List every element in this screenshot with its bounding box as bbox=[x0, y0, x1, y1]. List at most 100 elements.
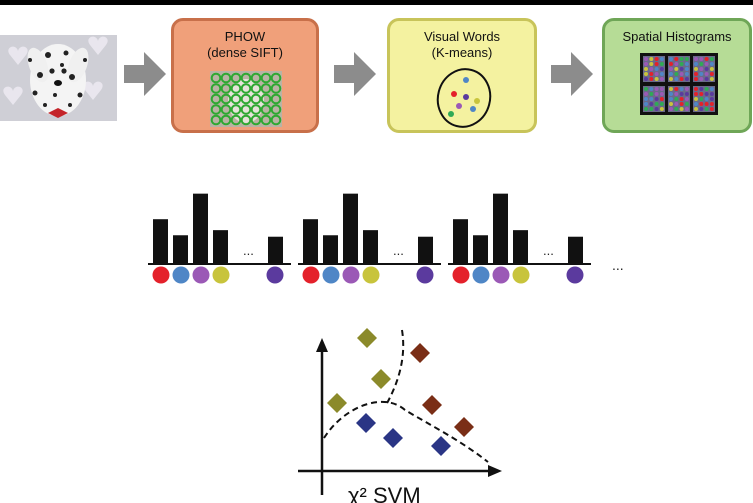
sift-descriptor bbox=[230, 72, 242, 84]
word-dot bbox=[674, 92, 679, 96]
word-dot bbox=[654, 57, 659, 61]
decision-boundary-upper bbox=[385, 329, 405, 406]
word-dot bbox=[654, 97, 659, 101]
word-dot bbox=[644, 77, 648, 81]
word-dot bbox=[709, 97, 714, 101]
word-dot bbox=[659, 87, 664, 91]
top-border bbox=[0, 0, 753, 5]
svm-point-brown bbox=[454, 417, 474, 437]
phow-title: PHOW bbox=[224, 29, 266, 44]
word-dot bbox=[644, 97, 648, 101]
word-dot bbox=[659, 57, 664, 61]
word-dot bbox=[684, 97, 689, 101]
sift-descriptor bbox=[220, 104, 232, 115]
sift-descriptor bbox=[210, 104, 222, 115]
word-dot bbox=[709, 107, 714, 111]
sift-descriptor bbox=[230, 104, 242, 115]
sift-descriptor bbox=[210, 93, 222, 105]
word-dot bbox=[694, 97, 698, 101]
sift-descriptor bbox=[270, 83, 282, 94]
histogram-bar bbox=[473, 235, 488, 263]
word-dot bbox=[674, 57, 679, 61]
word-dot bbox=[709, 77, 714, 81]
spatial-cell bbox=[643, 86, 665, 112]
spatial-cell bbox=[668, 86, 690, 112]
word-dot bbox=[659, 62, 664, 66]
histogram-bar bbox=[173, 235, 188, 263]
word-color-dot bbox=[266, 266, 284, 284]
word-dot bbox=[644, 107, 648, 111]
word-dot bbox=[704, 72, 709, 76]
histogram-bar bbox=[193, 193, 208, 263]
word-dot bbox=[659, 67, 664, 71]
word-dot bbox=[699, 92, 704, 96]
word-dot bbox=[704, 77, 709, 81]
sift-descriptor bbox=[250, 104, 262, 115]
word-dot bbox=[644, 62, 648, 66]
arrow-right-icon bbox=[551, 52, 593, 96]
sift-descriptor bbox=[240, 83, 252, 94]
word-dot bbox=[704, 57, 709, 61]
word-color-dot bbox=[212, 266, 230, 284]
word-dot bbox=[699, 87, 704, 91]
word-color-dot bbox=[322, 266, 340, 284]
word-dot bbox=[709, 67, 714, 71]
word-dot bbox=[669, 87, 673, 91]
sift-descriptor bbox=[250, 114, 262, 126]
word-dot bbox=[674, 107, 679, 111]
word-dot bbox=[649, 87, 654, 91]
histogram-bar bbox=[303, 219, 318, 263]
word-dot bbox=[699, 77, 704, 81]
word-dot bbox=[699, 97, 704, 101]
sift-descriptor bbox=[250, 83, 262, 94]
word-dot bbox=[659, 107, 664, 111]
histogram-bar bbox=[453, 219, 468, 263]
word-dot bbox=[694, 77, 698, 81]
word-dot bbox=[679, 67, 684, 71]
sift-descriptor bbox=[220, 114, 232, 126]
spatial-cell bbox=[693, 86, 715, 112]
histogram-ellipsis: ... bbox=[243, 243, 254, 258]
word-color-dot bbox=[452, 266, 470, 284]
word-dot bbox=[684, 57, 689, 61]
word-dot bbox=[649, 67, 654, 71]
svm-point-navy bbox=[356, 413, 376, 433]
word-color-dot bbox=[512, 266, 530, 284]
word-dot bbox=[679, 62, 684, 66]
sift-descriptor bbox=[210, 83, 222, 94]
sift-descriptor bbox=[240, 104, 252, 115]
word-dot bbox=[649, 102, 654, 106]
word-dot bbox=[709, 72, 714, 76]
svm-label: χ² SVM bbox=[348, 483, 421, 503]
word-dot bbox=[659, 92, 664, 96]
word-dot bbox=[699, 67, 704, 71]
histogram-bar bbox=[213, 230, 228, 263]
word-dot bbox=[659, 102, 664, 106]
word-dot bbox=[649, 77, 654, 81]
sift-descriptor bbox=[270, 114, 282, 126]
histogram-bar bbox=[153, 219, 168, 263]
word-dot bbox=[644, 72, 648, 76]
word-dot bbox=[704, 87, 709, 91]
word-dot bbox=[654, 107, 659, 111]
word-dot bbox=[679, 107, 684, 111]
svm-point-navy bbox=[431, 436, 451, 456]
word-dot bbox=[654, 72, 659, 76]
word-dot bbox=[644, 92, 648, 96]
word-dot bbox=[644, 87, 648, 91]
word-dot bbox=[684, 87, 689, 91]
sift-descriptor bbox=[240, 114, 252, 126]
sift-descriptor bbox=[270, 104, 282, 115]
word-dot bbox=[649, 92, 654, 96]
word-dot bbox=[659, 97, 664, 101]
svm-point-brown bbox=[410, 343, 430, 363]
word-dot bbox=[669, 62, 673, 66]
word-dot bbox=[649, 72, 654, 76]
histogram-ellipsis: ... bbox=[393, 243, 404, 258]
sift-descriptor bbox=[210, 114, 222, 126]
spatial-cell bbox=[668, 56, 690, 82]
phow-subtitle: (dense SIFT) bbox=[207, 45, 283, 60]
svm-point-navy bbox=[383, 428, 403, 448]
word-dot bbox=[654, 77, 659, 81]
word-dot bbox=[679, 72, 684, 76]
